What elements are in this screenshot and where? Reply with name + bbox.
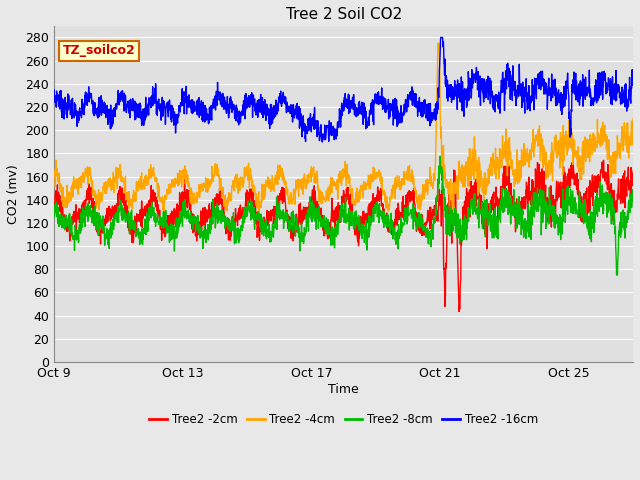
- Legend: Tree2 -2cm, Tree2 -4cm, Tree2 -8cm, Tree2 -16cm: Tree2 -2cm, Tree2 -4cm, Tree2 -8cm, Tree…: [145, 408, 543, 431]
- X-axis label: Time: Time: [328, 383, 359, 396]
- Y-axis label: CO2 (mv): CO2 (mv): [7, 164, 20, 224]
- Text: TZ_soilco2: TZ_soilco2: [63, 44, 136, 58]
- Title: Tree 2 Soil CO2: Tree 2 Soil CO2: [285, 7, 402, 22]
